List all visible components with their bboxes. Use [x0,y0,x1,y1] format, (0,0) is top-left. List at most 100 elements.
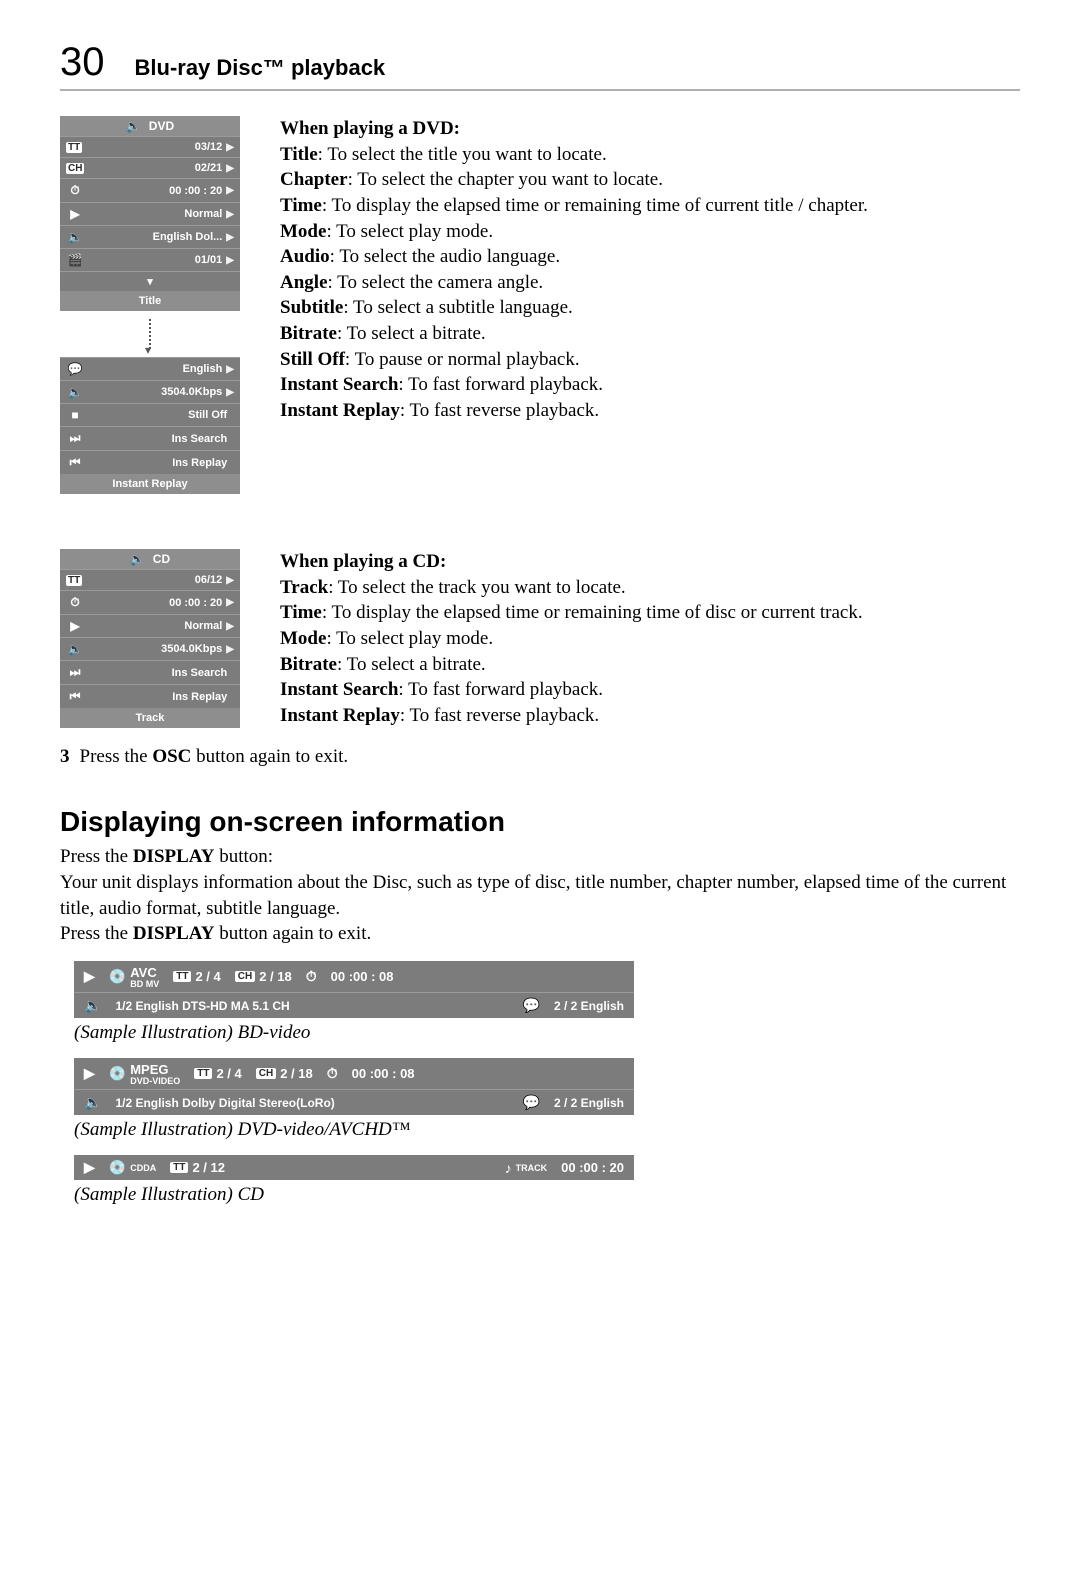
definition-item: Mode: To select play mode. [280,626,1020,652]
menu-row: TT03/12▶ [60,136,240,157]
row-value: 02/21 [86,162,226,174]
step-3: 3Press the OSC button again to exit. [60,746,1020,768]
definition-item: Angle: To select the camera angle. [280,270,1020,296]
row-icon: ⏭ [66,665,84,680]
body-text: Press the DISPLAY button: Your unit disp… [60,844,1020,947]
disc-icon: 💿 [109,1159,126,1176]
definition-item: Instant Search: To fast forward playback… [280,677,1020,703]
osd-menu-cd: 🔈CD TT06/12▶⏱00 :00 : 20▶▶Normal▶🔈3504.0… [60,549,240,728]
definition-item: Instant Replay: To fast reverse playback… [280,703,1020,729]
menu-row: ▶Normal▶ [60,614,240,637]
menu-row: ⏮Ins Replay [60,684,240,708]
row-icon: ■ [66,408,84,422]
row-icon: ▶ [66,207,84,221]
row-value: Ins Search [84,433,231,445]
row-icon: ⏮ [66,689,84,704]
row-icon: ⏮ [66,455,84,470]
definition-item: Track: To select the track you want to l… [280,575,1020,601]
menu-row: ⏭Ins Search [60,660,240,684]
definition-item: Audio: To select the audio language. [280,244,1020,270]
menu-footer: Title [60,291,240,311]
row-icon: 🔈 [66,385,84,399]
row-icon: 🔈 [66,230,84,244]
osd-submenu-dvd: 💬English▶🔈3504.0Kbps▶■Still Off ⏭Ins Sea… [60,357,240,494]
caption-dvd: (Sample Illustration) DVD-video/AVCHD™ [74,1119,1020,1141]
definition-item: Subtitle: To select a subtitle language. [280,295,1020,321]
page-title: Blu-ray Disc™ playback [135,55,386,81]
badge-icon: CH [66,163,84,174]
subtitle-icon: 💬 [523,1094,540,1111]
definition-item: Bitrate: To select a bitrate. [280,652,1020,678]
menu-row: 🔈3504.0Kbps▶ [60,637,240,660]
badge-icon: TT [66,575,82,586]
definition-item: Still Off: To pause or normal playback. [280,347,1020,373]
row-icon: ⏱ [66,183,84,198]
section-heading: When playing a CD: [280,551,446,572]
definition-item: Mode: To select play mode. [280,219,1020,245]
row-value: Ins Search [84,667,231,679]
connector-dots [60,319,240,349]
row-value: 00 :00 : 20 [84,597,226,609]
menu-row: ▶Normal▶ [60,202,240,225]
menu-row: 🔈3504.0Kbps▶ [60,380,240,403]
page-header: 30 Blu-ray Disc™ playback [60,40,1020,91]
osd-sample-cd: ▶ 💿CDDA TT2 / 12 ♪TRACK 00 :00 : 20 [74,1155,634,1180]
chevron-right-icon: ▶ [226,575,234,586]
menu-row: ⏮Ins Replay [60,450,240,474]
menu-row: ⏭Ins Search [60,426,240,450]
chevron-right-icon: ▶ [226,232,234,243]
menu-row: ■Still Off [60,403,240,426]
definition-item: Instant Search: To fast forward playback… [280,372,1020,398]
row-value: Normal [84,208,226,220]
chevron-right-icon: ▶ [226,364,234,375]
chevron-right-icon: ▶ [226,597,234,608]
caption-bd: (Sample Illustration) BD-video [74,1022,1020,1044]
row-icon: 🔈 [66,642,84,656]
row-value: 06/12 [84,574,226,586]
disc-icon: 💿 [109,1065,126,1082]
row-value: English [84,363,226,375]
row-icon: ⏭ [66,431,84,446]
definition-item: Chapter: To select the chapter you want … [280,167,1020,193]
page-number: 30 [60,40,105,85]
row-value: 3504.0Kbps [84,643,226,655]
row-value: Ins Replay [84,691,231,703]
osd-menu-dvd: 🔈DVD TT03/12▶CH02/21▶⏱00 :00 : 20▶▶Norma… [60,116,240,311]
row-icon: 💬 [66,362,84,376]
row-value: 00 :00 : 20 [84,185,226,197]
clock-icon: ⏱ [327,1065,338,1082]
row-icon: ▶ [66,619,84,633]
menu-row: CH02/21▶ [60,157,240,178]
menu-row: ⏱00 :00 : 20▶ [60,590,240,614]
menu-row: ⏱00 :00 : 20▶ [60,178,240,202]
row-icon: ⏱ [66,595,84,610]
row-value: Normal [84,620,226,632]
chevron-right-icon: ▶ [226,142,234,153]
row-value: English Dol... [84,231,226,243]
row-value: 01/01 [84,254,226,266]
chevron-right-icon: ▶ [226,255,234,266]
play-icon: ▶ [84,1065,95,1082]
speaker-icon: 🔈 [126,119,141,133]
speaker-icon: 🔈 [130,552,145,566]
clock-icon: ⏱ [306,968,317,985]
osd-sample-bd: ▶ 💿AVCBD MV TT2 / 4 CH2 / 18 ⏱ 00 :00 : … [74,961,634,1018]
row-value: 3504.0Kbps [84,386,226,398]
chevron-right-icon: ▶ [226,209,234,220]
play-icon: ▶ [84,1159,95,1176]
speaker-icon: 🔈 [84,997,101,1014]
row-value: Ins Replay [84,457,231,469]
row-value: Still Off [84,409,231,421]
badge-icon: TT [66,142,82,153]
chevron-right-icon: ▶ [226,163,234,174]
menu-row: 🔈English Dol...▶ [60,225,240,248]
track-icon: ♪ [505,1160,512,1176]
chevron-right-icon: ▶ [226,621,234,632]
play-icon: ▶ [84,968,95,985]
definition-item: Title: To select the title you want to l… [280,142,1020,168]
definition-item: Time: To display the elapsed time or rem… [280,193,1020,219]
chevron-right-icon: ▶ [226,185,234,196]
menu-head-label: CD [153,552,170,566]
menu-head-label: DVD [149,119,174,133]
section-heading: Displaying on-screen information [60,806,1020,838]
